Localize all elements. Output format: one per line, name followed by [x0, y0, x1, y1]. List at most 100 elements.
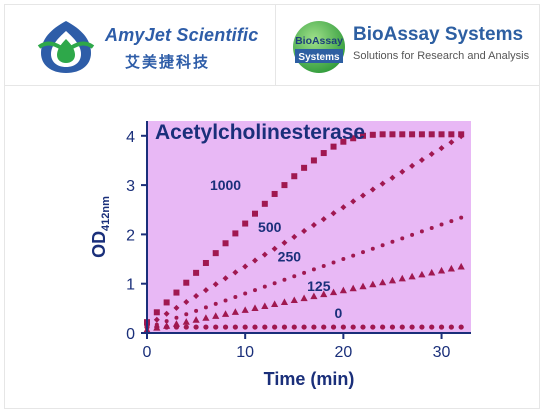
- data-point-1000: [193, 269, 200, 276]
- data-point-0: [370, 324, 376, 330]
- data-point-0: [252, 324, 258, 330]
- data-point-125: [388, 276, 397, 284]
- data-point-1000: [428, 131, 435, 138]
- data-point-500: [271, 245, 278, 252]
- bioassay-badge-line2: Systems: [298, 52, 340, 63]
- data-point-500: [340, 204, 347, 211]
- data-point-0: [360, 324, 366, 330]
- data-point-0: [232, 324, 238, 330]
- data-point-250: [311, 267, 316, 272]
- data-point-0: [458, 324, 464, 330]
- data-point-0: [311, 324, 317, 330]
- data-point-125: [280, 298, 289, 306]
- data-point-125: [329, 288, 338, 296]
- data-point-500: [409, 162, 416, 169]
- data-point-1000: [320, 150, 327, 157]
- data-point-250: [194, 308, 199, 313]
- y-tick-label: 3: [126, 178, 135, 195]
- y-tick-label: 0: [126, 326, 135, 343]
- data-point-125: [192, 316, 200, 323]
- figure-card: AmyJet Scientific 艾美捷科技 BioAssay Systems…: [4, 4, 540, 409]
- data-point-0: [193, 324, 199, 330]
- data-point-500: [360, 192, 366, 199]
- data-point-0: [350, 324, 356, 330]
- data-point-500: [193, 293, 200, 300]
- data-point-250: [253, 288, 257, 293]
- data-point-1000: [330, 143, 337, 150]
- data-point-500: [163, 310, 170, 317]
- data-point-500: [183, 298, 190, 305]
- y-tick-label: 1: [126, 277, 135, 294]
- data-point-0: [340, 324, 346, 330]
- data-point-0: [380, 324, 386, 330]
- data-point-0: [389, 324, 396, 330]
- data-point-1000: [291, 173, 298, 180]
- data-point-500: [428, 151, 435, 158]
- data-point-125: [271, 300, 279, 308]
- header-divider: [275, 5, 276, 85]
- data-point-0: [222, 324, 229, 330]
- data-point-250: [410, 232, 415, 237]
- data-point-250: [419, 229, 424, 234]
- series-label-0: 0: [335, 305, 343, 321]
- data-point-1000: [438, 131, 445, 138]
- data-point-500: [173, 304, 180, 311]
- data-point-125: [359, 282, 367, 290]
- data-point-0: [272, 324, 278, 330]
- data-point-1000: [252, 210, 258, 217]
- data-point-125: [418, 270, 426, 278]
- data-point-250: [164, 319, 169, 324]
- data-point-500: [153, 316, 160, 323]
- data-point-0: [321, 324, 327, 330]
- data-point-0: [242, 324, 248, 330]
- y-axis-label-sub: 412nm: [100, 196, 112, 231]
- data-point-250: [282, 277, 287, 282]
- data-point-1000: [379, 131, 386, 138]
- data-point-250: [429, 225, 434, 230]
- data-point-1000: [350, 135, 357, 142]
- data-point-1000: [271, 190, 278, 197]
- data-point-0: [164, 324, 170, 330]
- x-ticks: 0 10 20 30: [143, 333, 451, 361]
- amyjet-logo[interactable]: AmyJet Scientific 艾美捷科技: [33, 17, 268, 77]
- data-point-0: [419, 324, 425, 330]
- data-point-500: [301, 227, 308, 234]
- data-point-1000: [163, 299, 170, 306]
- data-point-125: [300, 294, 308, 302]
- data-point-125: [310, 292, 318, 300]
- bioassay-logo[interactable]: BioAssay Systems BioAssay Systems Soluti…: [291, 17, 531, 77]
- bioassay-tagline: Solutions for Research and Analysis: [353, 50, 530, 62]
- series-label-250: 250: [278, 249, 302, 265]
- data-point-1000: [281, 182, 288, 189]
- data-point-125: [261, 302, 269, 309]
- data-point-125: [398, 274, 406, 282]
- data-point-125: [202, 314, 210, 321]
- series-label-1000: 1000: [210, 177, 241, 193]
- amyjet-name-en: AmyJet Scientific: [105, 25, 259, 45]
- y-axis-label: OD412nm: [91, 196, 112, 258]
- data-point-0: [291, 324, 297, 330]
- data-point-125: [251, 304, 259, 311]
- data-point-1000: [232, 230, 239, 237]
- data-point-500: [242, 263, 249, 270]
- data-point-500: [350, 198, 357, 205]
- data-point-500: [369, 186, 376, 193]
- data-point-500: [212, 281, 219, 288]
- chart-marks: [143, 131, 465, 333]
- data-point-125: [231, 308, 239, 315]
- data-point-1000: [369, 131, 376, 138]
- data-point-125: [212, 312, 220, 319]
- logo-header: AmyJet Scientific 艾美捷科技 BioAssay Systems…: [5, 5, 539, 86]
- data-point-250: [292, 274, 297, 279]
- bioassay-badge-icon: BioAssay Systems: [293, 21, 345, 73]
- data-point-250: [233, 295, 238, 300]
- data-point-500: [330, 210, 337, 217]
- data-point-500: [291, 233, 298, 240]
- data-point-125: [339, 286, 347, 294]
- data-point-500: [379, 180, 386, 187]
- data-point-500: [389, 174, 396, 181]
- y-tick-label: 2: [126, 227, 135, 244]
- data-point-250: [243, 291, 248, 296]
